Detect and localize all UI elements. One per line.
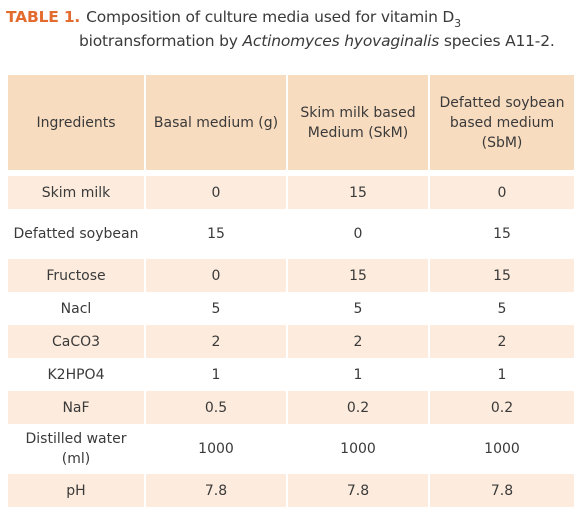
cell-basal: 1000 bbox=[144, 424, 286, 474]
table-row: Distilled water (ml) 1000 1000 1000 bbox=[8, 424, 574, 474]
cell-skm: 1000 bbox=[286, 424, 428, 474]
cell-skm: 1 bbox=[286, 358, 428, 391]
caption-text-3: species A11-2. bbox=[439, 32, 555, 50]
table-header-row: Ingredients Basal medium (g) Skim milk b… bbox=[8, 71, 574, 176]
cell-sbm: 15 bbox=[428, 209, 574, 259]
table-caption: TABLE 1. Composition of culture media use… bbox=[6, 6, 578, 53]
cell-basal: 0 bbox=[144, 259, 286, 292]
header-basal: Basal medium (g) bbox=[144, 71, 286, 176]
cell-ingredient: NaF bbox=[8, 391, 144, 424]
caption-line-2: biotransformation by Actinomyces hyovagi… bbox=[6, 30, 578, 53]
cell-basal: 0.5 bbox=[144, 391, 286, 424]
cell-ingredient: CaCO3 bbox=[8, 325, 144, 358]
cell-skm: 0 bbox=[286, 209, 428, 259]
header-skm: Skim milk based Medium (SkM) bbox=[286, 71, 428, 176]
cell-skm: 2 bbox=[286, 325, 428, 358]
cell-sbm: 1 bbox=[428, 358, 574, 391]
cell-skm: 15 bbox=[286, 176, 428, 209]
cell-ingredient: pH bbox=[8, 474, 144, 507]
cell-skm: 15 bbox=[286, 259, 428, 292]
caption-subscript: 3 bbox=[454, 17, 461, 30]
cell-basal: 5 bbox=[144, 292, 286, 325]
cell-ingredient: Defatted soybean bbox=[8, 209, 144, 259]
cell-sbm: 2 bbox=[428, 325, 574, 358]
cell-basal: 2 bbox=[144, 325, 286, 358]
cell-basal: 0 bbox=[144, 176, 286, 209]
cell-basal: 15 bbox=[144, 209, 286, 259]
table-row: pH 7.8 7.8 7.8 bbox=[8, 474, 574, 507]
cell-skm: 7.8 bbox=[286, 474, 428, 507]
header-ingredients: Ingredients bbox=[8, 71, 144, 176]
table-row: Fructose 0 15 15 bbox=[8, 259, 574, 292]
cell-skm: 0.2 bbox=[286, 391, 428, 424]
composition-table: Ingredients Basal medium (g) Skim milk b… bbox=[8, 71, 574, 507]
cell-ingredient: K2HPO4 bbox=[8, 358, 144, 391]
cell-ingredient: Nacl bbox=[8, 292, 144, 325]
cell-ingredient: Skim milk bbox=[8, 176, 144, 209]
table-row: Skim milk 0 15 0 bbox=[8, 176, 574, 209]
table-label: TABLE 1. bbox=[6, 8, 81, 26]
table-row: K2HPO4 1 1 1 bbox=[8, 358, 574, 391]
cell-ingredient: Distilled water (ml) bbox=[8, 424, 144, 474]
cell-ingredient: Fructose bbox=[8, 259, 144, 292]
cell-sbm: 0.2 bbox=[428, 391, 574, 424]
cell-basal: 7.8 bbox=[144, 474, 286, 507]
cell-skm: 5 bbox=[286, 292, 428, 325]
caption-species: Actinomyces hyovaginalis bbox=[242, 32, 440, 50]
caption-text-2: biotransformation by bbox=[79, 32, 243, 50]
cell-sbm: 0 bbox=[428, 176, 574, 209]
table-row: Defatted soybean 15 0 15 bbox=[8, 209, 574, 259]
caption-text-1: Composition of culture media used for vi… bbox=[86, 8, 455, 26]
cell-sbm: 7.8 bbox=[428, 474, 574, 507]
header-sbm: Defatted soybean based medium (SbM) bbox=[428, 71, 574, 176]
cell-sbm: 5 bbox=[428, 292, 574, 325]
table-row: CaCO3 2 2 2 bbox=[8, 325, 574, 358]
table-row: Nacl 5 5 5 bbox=[8, 292, 574, 325]
table-row: NaF 0.5 0.2 0.2 bbox=[8, 391, 574, 424]
cell-basal: 1 bbox=[144, 358, 286, 391]
cell-sbm: 1000 bbox=[428, 424, 574, 474]
cell-sbm: 15 bbox=[428, 259, 574, 292]
